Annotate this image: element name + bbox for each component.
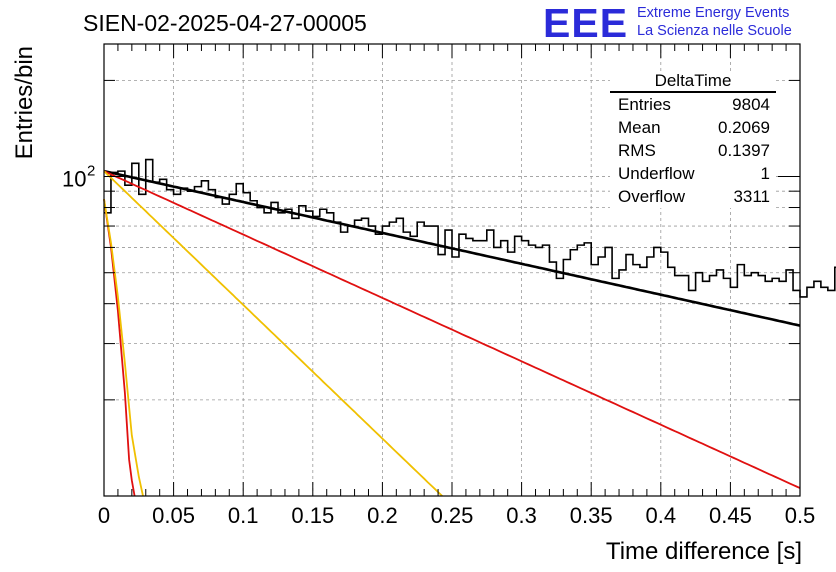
fit-curve [103, 169, 801, 327]
stats-value: 1 [760, 164, 770, 183]
y-tick-label: 10 [62, 167, 86, 192]
fit-curves [103, 169, 801, 497]
stats-row: Entries 9804 [610, 93, 776, 116]
y-tick-labels: 10 2 [62, 163, 95, 192]
histogram [104, 158, 836, 298]
x-tick-label: 0.2 [367, 503, 398, 528]
x-tick-label: 0.4 [646, 503, 677, 528]
fit-curve [103, 198, 144, 497]
stats-label: Overflow [618, 187, 686, 206]
fit-curve [103, 198, 136, 497]
eee-logo-text: Extreme Energy Events La Scienza nelle S… [637, 4, 792, 40]
x-tick-label: 0.15 [291, 503, 334, 528]
stats-row: Mean 0.2069 [610, 116, 776, 139]
x-tick-labels: 0 0.05 0.1 0.15 0.2 0.25 0.3 0.35 0.4 0.45 0.5 [98, 503, 815, 528]
stats-label: Underflow [618, 164, 695, 183]
x-tick-label: 0.35 [570, 503, 613, 528]
x-axis-label: Time difference [s] [606, 538, 802, 565]
eee-logo-line1: Extreme Energy Events [637, 5, 790, 21]
stats-label: Entries [618, 95, 671, 114]
y-axis-label: Entries/bin [11, 46, 38, 159]
stats-row: Overflow 3311 [610, 185, 776, 208]
y-tick-label-exponent: 2 [87, 163, 95, 180]
x-tick-label: 0.5 [785, 503, 816, 528]
page-title: SIEN-02-2025-04-27-00005 [83, 10, 367, 36]
x-tick-label: 0 [98, 503, 110, 528]
stats-value: 0.1397 [718, 141, 770, 160]
eee-logo-line2: La Scienza nelle Scuole [637, 23, 792, 39]
stats-label: Mean [618, 118, 661, 137]
axis-ticks [103, 44, 801, 496]
stats-row: RMS 0.1397 [610, 139, 776, 162]
stats-value: 9804 [732, 95, 770, 114]
x-tick-label: 0.25 [431, 503, 474, 528]
x-tick-label: 0.45 [709, 503, 752, 528]
eee-logo: EEE [543, 0, 629, 46]
stats-label: RMS [618, 141, 656, 160]
x-tick-label: 0.05 [152, 503, 195, 528]
x-tick-label: 0.1 [228, 503, 259, 528]
stats-value: 0.2069 [718, 118, 770, 137]
stats-value: 3311 [733, 187, 770, 206]
fit-curve [103, 170, 801, 489]
stats-row: Underflow 1 [610, 162, 776, 185]
stats-box: DeltaTime Entries 9804 Mean 0.2069 RMS 0.13… [610, 71, 776, 208]
histogram-line [104, 158, 836, 298]
x-tick-label: 0.3 [506, 503, 537, 528]
stats-box-title: DeltaTime [610, 71, 776, 93]
fit-curve [103, 170, 443, 497]
